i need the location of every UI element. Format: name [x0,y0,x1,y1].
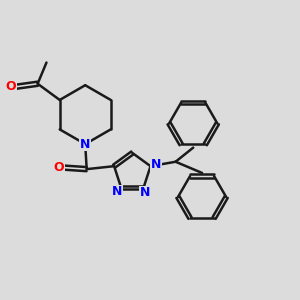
Text: O: O [53,161,64,174]
Text: N: N [140,186,150,200]
Text: N: N [151,158,161,171]
Text: N: N [80,138,90,151]
Text: O: O [6,80,16,93]
Text: N: N [112,185,123,199]
